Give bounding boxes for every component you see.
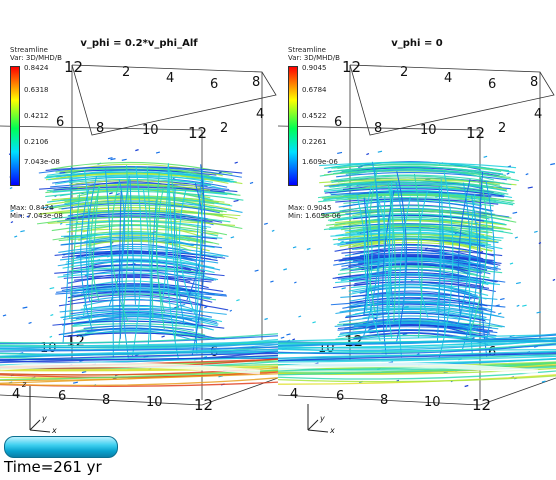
legend-title: Streamline xyxy=(10,46,48,54)
axis-tick-label: 10 xyxy=(420,123,437,138)
legend-tick: 0.2261 xyxy=(302,138,327,146)
legend-header: Streamline Var: 3D/MHD/B xyxy=(10,46,62,62)
legend-tick: 7.043e-08 xyxy=(24,158,60,166)
z-axis-label: z xyxy=(22,380,27,389)
triad-lines xyxy=(29,386,51,433)
axis-tick-label: 4 xyxy=(534,107,542,122)
axis-tick-label: 8 xyxy=(252,75,260,90)
legend-variable: Var: 3D/MHD/B xyxy=(10,54,62,62)
axis-tick-label: 12 xyxy=(466,124,485,142)
axis-tick-label: 4 xyxy=(256,107,264,122)
axis-tick-label: 2 xyxy=(122,65,130,80)
legend-tick: 0.9045 xyxy=(302,64,327,72)
triad-lines xyxy=(307,404,329,433)
color-legend: Streamline Var: 3D/MHD/B 0.9045 0.6784 0… xyxy=(288,46,398,220)
axis-tick-label: 4 xyxy=(12,387,20,402)
axis-tick-label: 2 xyxy=(220,121,228,136)
panel-title: v_phi = 0 xyxy=(391,38,443,49)
axis-tick-label: 4 xyxy=(166,71,174,86)
axis-tick-label: 6 xyxy=(56,115,64,130)
axis-tick-label: 6 xyxy=(488,77,496,92)
streamlines xyxy=(278,161,556,385)
y-axis-label: y xyxy=(42,414,47,423)
axis-tick-label: 12 xyxy=(64,58,83,76)
colorbar xyxy=(10,66,20,186)
axis-tick-label: 6 xyxy=(210,77,218,92)
legend-tick: 0.2106 xyxy=(24,138,49,146)
axis-tick-label: 10 xyxy=(146,395,163,410)
axis-tick-label: 10 xyxy=(142,123,159,138)
axis-tick-label: 12 xyxy=(344,332,363,350)
axis-tick-label: 6 xyxy=(58,389,66,404)
x-axis-label: x xyxy=(330,426,335,435)
panel-title: v_phi = 0.2*v_phi_Alf xyxy=(80,38,198,49)
axis-tick-label: 6 xyxy=(334,115,342,130)
time-slider[interactable] xyxy=(4,436,118,458)
legend-min: Min: 1.609e-06 xyxy=(288,212,341,220)
legend-tick: 0.6784 xyxy=(302,86,327,94)
y-axis-label: y xyxy=(320,414,325,423)
legend-title: Streamline xyxy=(288,46,326,54)
axis-tick-label: 6 xyxy=(336,389,344,404)
axis-tick-label: 12 xyxy=(188,124,207,142)
axis-tick-label: 8 xyxy=(530,75,538,90)
legend-max: Max: 0.8424 xyxy=(10,204,54,212)
axis-tick-label: 10 xyxy=(40,341,57,356)
axis-tick-label: 8 xyxy=(380,393,388,408)
axis-tick-label: 4 xyxy=(290,387,298,402)
colorbar xyxy=(288,66,298,186)
axis-tick-label: 12 xyxy=(194,396,213,414)
streamlines xyxy=(0,161,278,387)
legend-header: Streamline Var: 3D/MHD/B xyxy=(288,46,340,62)
axis-tick-label: 12 xyxy=(342,58,361,76)
render-panel-left: 12 2 4 6 8 6 8 10 12 2 4 10 12 6 4 6 8 10 12 v_phi = 0.2*v… xyxy=(0,0,278,420)
axis-tick-label: 8 xyxy=(96,121,104,136)
legend-tick: 0.4212 xyxy=(24,112,49,120)
axis-tick-label: 2 xyxy=(498,121,506,136)
legend-tick: 0.6318 xyxy=(24,86,49,94)
legend-min: Min: 7.043e-08 xyxy=(10,212,63,220)
render-panel-right: 12 2 4 6 8 6 8 10 12 2 4 10 12 6 4 6 8 10 12 v_phi = 0 Str… xyxy=(278,0,556,420)
legend-tick: 0.8424 xyxy=(24,64,49,72)
legend-tick: 1.609e-06 xyxy=(302,158,338,166)
axis-tick-label: 2 xyxy=(400,65,408,80)
legend-max: Max: 0.9045 xyxy=(288,204,332,212)
axis-tick-label: 8 xyxy=(102,393,110,408)
axis-tick-label: 8 xyxy=(374,121,382,136)
axis-tick-label: 4 xyxy=(444,71,452,86)
legend-variable: Var: 3D/MHD/B xyxy=(288,54,340,62)
x-axis-label: x xyxy=(52,426,57,435)
time-label: Time=261 yr xyxy=(4,458,102,476)
legend-tick: 0.4522 xyxy=(302,112,327,120)
axis-tick-label: 12 xyxy=(472,396,491,414)
axis-tick-label: 10 xyxy=(424,395,441,410)
color-legend: Streamline Var: 3D/MHD/B 0.8424 0.6318 0… xyxy=(10,46,120,220)
